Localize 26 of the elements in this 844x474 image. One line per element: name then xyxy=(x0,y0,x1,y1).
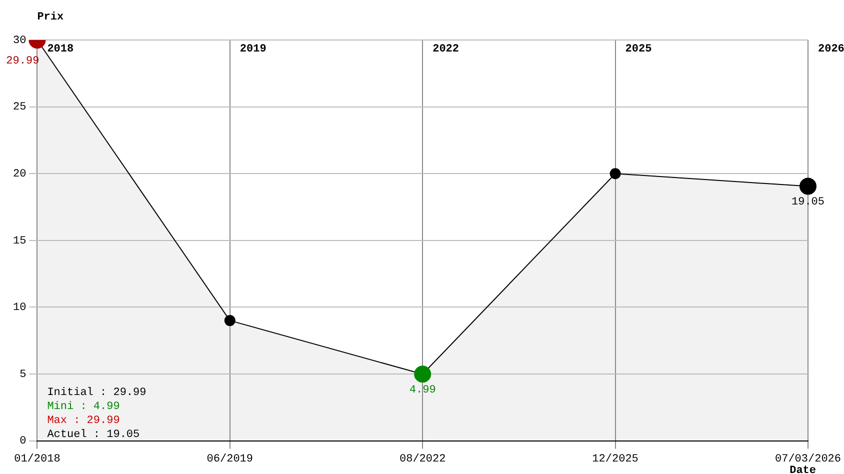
x-tick-label: 07/03/2026 xyxy=(774,453,841,466)
annotation: 2018 xyxy=(47,43,74,56)
y-tick-label: 0 xyxy=(20,436,26,448)
data-label: 19.05 xyxy=(791,196,824,209)
y-tick-label: 5 xyxy=(20,368,26,381)
annotation: Mini : 4.99 xyxy=(47,400,120,413)
annotation: Max : 29.99 xyxy=(47,414,120,427)
y-tick-label: 15 xyxy=(13,235,26,248)
x-tick-label: 08/2022 xyxy=(399,453,446,466)
y-tick-label: 10 xyxy=(13,302,26,314)
annotation: 2022 xyxy=(432,43,460,56)
annotation: 2025 xyxy=(625,43,652,56)
y-tick-label: 25 xyxy=(13,102,26,114)
annotation: Initial : 29.99 xyxy=(47,386,146,399)
x-tick-label: 06/2019 xyxy=(206,453,254,466)
x-tick-label: 12/2025 xyxy=(592,453,638,466)
y-axis-title: Prix xyxy=(37,11,64,24)
y-tick-label: 30 xyxy=(13,34,26,47)
annotation: 2019 xyxy=(240,43,266,56)
text: 2026 xyxy=(818,43,844,56)
data-label: 29.99 xyxy=(6,56,40,68)
x-tick-label: 01/2018 xyxy=(14,453,60,466)
y-tick-label: 20 xyxy=(13,168,26,181)
x-axis-title: Date xyxy=(790,464,816,474)
annotation: Actuel : 19.05 xyxy=(47,428,140,441)
data-label: 4.99 xyxy=(409,384,436,397)
